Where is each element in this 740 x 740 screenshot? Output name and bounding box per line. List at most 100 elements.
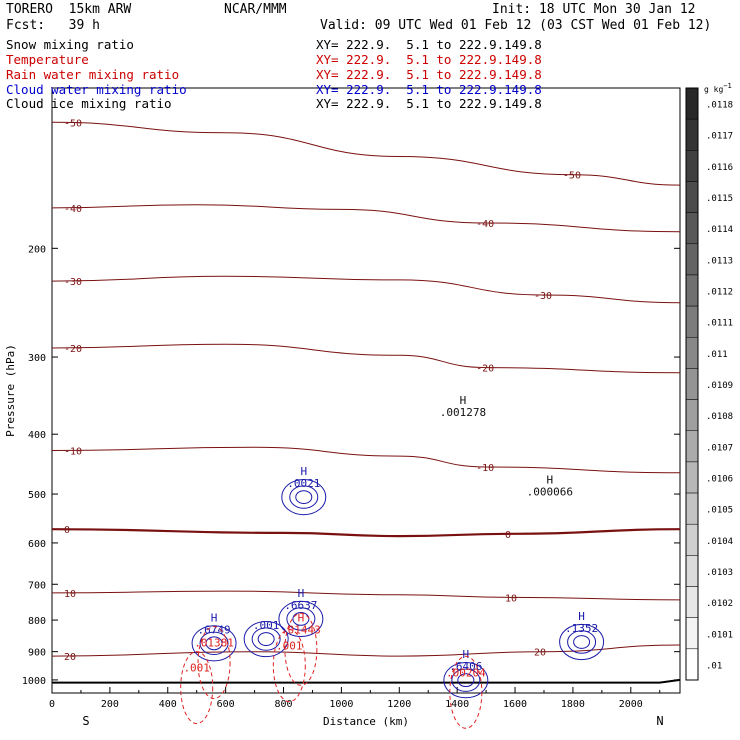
init-label: Init: 18 UTC Mon 30 Jan 12 bbox=[492, 2, 696, 17]
isotherm-label: 20 bbox=[534, 648, 546, 659]
rain-water-contour bbox=[284, 612, 318, 686]
colorbar-swatch bbox=[685, 555, 699, 587]
colorbar-tick-label: .0104 bbox=[706, 537, 733, 547]
cloud-water-value: .0021 bbox=[287, 477, 320, 490]
cloud-water-contour bbox=[559, 623, 605, 661]
field-xy-rain: XY= 222.9. 5.1 to 222.9.149.8 bbox=[316, 67, 542, 82]
colorbar-swatch bbox=[685, 243, 699, 276]
colorbar-tick-label: .0101 bbox=[706, 630, 733, 640]
colorbar-swatch bbox=[685, 492, 699, 525]
colorbar-tick-label: .0113 bbox=[706, 256, 733, 266]
cloud-water-high-marker: H bbox=[300, 465, 307, 478]
colorbar-swatch bbox=[685, 118, 699, 151]
isotherm-label: 0 bbox=[64, 525, 70, 536]
y-tick-label: 1000 bbox=[22, 676, 46, 687]
colorbar-tick-label: .01 bbox=[706, 661, 722, 671]
valid-label: Valid: 09 UTC Wed 01 Feb 12 (03 CST Wed … bbox=[320, 18, 712, 33]
isotherm-line bbox=[51, 343, 681, 374]
cloud-water-contour bbox=[205, 636, 223, 651]
field-xy-snow: XY= 222.9. 5.1 to 222.9.149.8 bbox=[316, 37, 542, 52]
colorbar-swatch bbox=[685, 586, 699, 618]
terrain-line bbox=[52, 678, 681, 684]
colorbar-tick-label: .0111 bbox=[706, 319, 733, 329]
cloud-water-value: .6637 bbox=[284, 599, 317, 612]
isotherm-line bbox=[51, 446, 681, 474]
rain-water-value: .001 bbox=[276, 640, 303, 653]
plot-layer: 0 200 400 600 800 1000 1200 1400 1600 1800 2000Dis… bbox=[4, 82, 733, 729]
colorbar-tick-label: .0116 bbox=[706, 163, 733, 173]
y-tick-label: 500 bbox=[28, 490, 46, 501]
colorbar-tick-label: .0107 bbox=[706, 443, 733, 453]
isotherm-line bbox=[51, 644, 681, 657]
x-tick-label: 200 bbox=[101, 699, 119, 710]
cloud-water-value: .6749 bbox=[198, 623, 231, 636]
colorbar-unit-exponent: −1 bbox=[723, 82, 731, 90]
cloud-water-contour bbox=[451, 668, 481, 692]
x-tick-label: 1600 bbox=[503, 699, 527, 710]
colorbar-swatch bbox=[685, 430, 699, 463]
isotherm-line bbox=[51, 121, 681, 186]
rain-water-value: .00204 bbox=[446, 666, 486, 679]
isotherm-label: 20 bbox=[64, 652, 76, 663]
field-xy-temperature: XY= 222.9. 5.1 to 222.9.149.8 bbox=[316, 52, 542, 67]
y-tick-label: 200 bbox=[28, 244, 46, 255]
colorbar-swatch bbox=[685, 648, 699, 681]
cloud-water-high-marker: H bbox=[578, 610, 585, 623]
cloud-water-contour bbox=[251, 627, 281, 651]
isotherm-label: -20 bbox=[476, 364, 494, 375]
cloud-water-value: .6406 bbox=[449, 660, 482, 673]
colorbar-tick-label: .0105 bbox=[706, 506, 733, 516]
colorbar-swatch bbox=[685, 399, 699, 431]
colorbar-tick-label: .0109 bbox=[706, 381, 733, 391]
y-tick-label: 700 bbox=[28, 580, 46, 591]
field-name-temperature: Temperature bbox=[6, 52, 89, 67]
isotherm-label: -50 bbox=[64, 118, 82, 129]
colorbar-tick-label: .0108 bbox=[706, 412, 733, 422]
model-label: TORERO 15km ARW bbox=[6, 2, 132, 17]
snow-value: .000066 bbox=[527, 485, 573, 498]
isotherm-label: 0 bbox=[505, 530, 511, 541]
isotherm-line bbox=[51, 204, 681, 233]
rain-water-value: .01381 bbox=[194, 637, 234, 650]
cloud-water-high-marker: H bbox=[298, 587, 305, 600]
y-tick-label: 600 bbox=[28, 539, 46, 550]
colorbar-tick-label: .0118 bbox=[706, 101, 733, 111]
x-tick-label: 2000 bbox=[619, 699, 643, 710]
cloud-water-contour bbox=[567, 630, 597, 654]
cloud-water-contour bbox=[191, 625, 237, 662]
isotherm-label: -10 bbox=[476, 463, 494, 474]
x-tick-label: 1000 bbox=[329, 699, 353, 710]
plot-frame bbox=[51, 87, 681, 694]
colorbar-tick-label: .0103 bbox=[706, 568, 733, 578]
cloud-water-high-marker: H bbox=[463, 648, 470, 661]
isotherm-line bbox=[51, 528, 681, 538]
isotherm-line bbox=[51, 275, 681, 304]
rain-water-contour bbox=[449, 655, 483, 729]
cloud-water-value: .1352 bbox=[565, 622, 598, 635]
snow-high-marker: H bbox=[546, 473, 553, 486]
y-tick-label: 400 bbox=[28, 430, 46, 441]
isotherm-label: -40 bbox=[64, 204, 82, 215]
colorbar-swatch bbox=[685, 523, 699, 556]
colorbar-tick-label: .0117 bbox=[706, 132, 733, 142]
colorbar-tick-label: .0114 bbox=[706, 225, 733, 235]
cloud-water-value: .001 bbox=[253, 619, 280, 632]
cloud-water-high-marker: H bbox=[211, 611, 218, 624]
x-tick-label: 1400 bbox=[445, 699, 469, 710]
colorbar-swatch bbox=[685, 617, 699, 650]
colorbar-swatch bbox=[685, 181, 699, 213]
cloud-water-contour bbox=[289, 485, 319, 509]
x-end-label-north: N bbox=[656, 714, 663, 728]
colorbar-tick-label: .011 bbox=[706, 350, 728, 360]
isotherm-label: -40 bbox=[476, 219, 494, 230]
colorbar-tick-label: .0102 bbox=[706, 599, 733, 609]
x-tick-label: 400 bbox=[159, 699, 177, 710]
colorbar-frame bbox=[685, 87, 699, 681]
field-name-rain: Rain water mixing ratio bbox=[6, 67, 180, 82]
colorbar-swatch bbox=[685, 150, 699, 182]
cloud-water-contour bbox=[281, 478, 327, 516]
snow-high-marker: H bbox=[460, 394, 467, 407]
forecast-label: Fcst: 39 h bbox=[6, 18, 100, 33]
snow-value: .001278 bbox=[440, 406, 486, 419]
rain-water-contour bbox=[180, 651, 214, 725]
